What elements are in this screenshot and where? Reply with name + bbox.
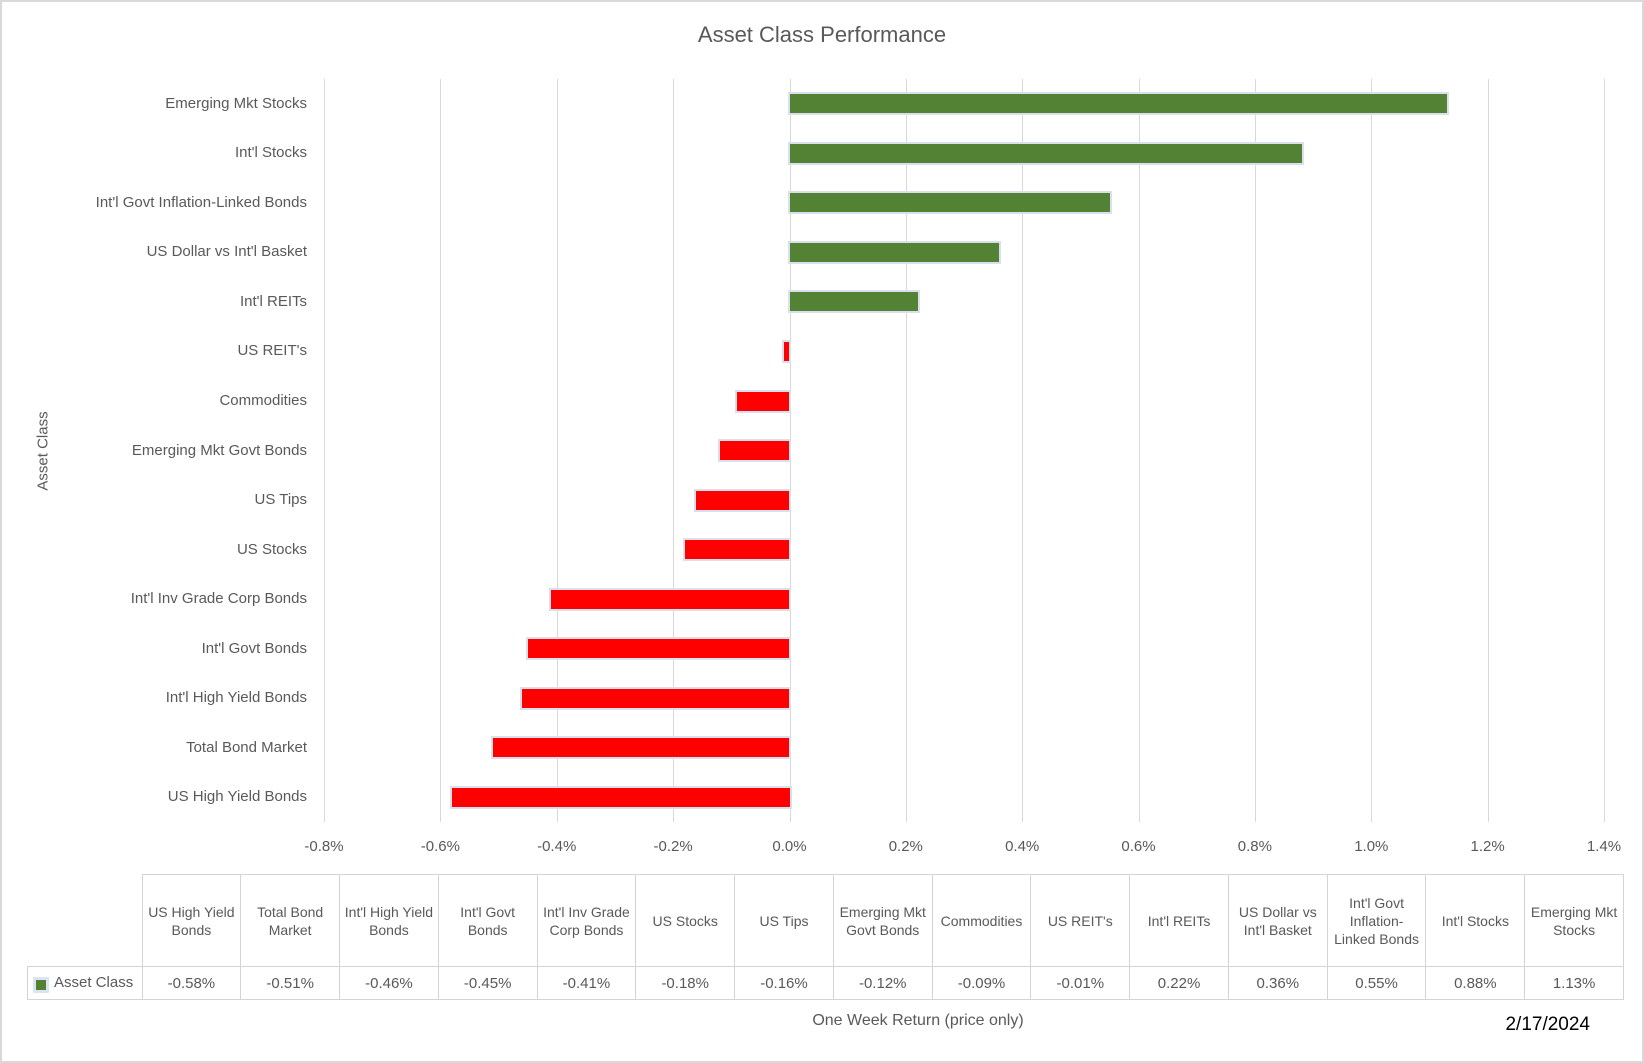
table-column-header-int-l-reits: Int'l REITs xyxy=(1129,874,1229,967)
x-axis-title: One Week Return (price only) xyxy=(812,1012,1024,1029)
category-label-us-reit-s: US REIT's xyxy=(237,342,307,360)
x-tick-label: 0.8% xyxy=(1237,838,1272,855)
bar-int-l-inv-grade-corp-bonds[interactable] xyxy=(550,589,790,609)
bar-us-dollar-vs-int-l-basket[interactable] xyxy=(789,242,999,262)
table-column-header-int-l-stocks: Int'l Stocks xyxy=(1425,874,1526,967)
table-value-commodities: -0.09% xyxy=(931,966,1032,1000)
bar-commodities[interactable] xyxy=(737,391,790,411)
category-label-us-high-yield-bonds: US High Yield Bonds xyxy=(167,788,307,806)
table-value-us-high-yield-bonds: -0.58% xyxy=(141,966,242,1000)
gridline xyxy=(324,79,325,822)
table-value-us-reit-s: -0.01% xyxy=(1030,966,1131,1000)
bar-int-l-high-yield-bonds[interactable] xyxy=(521,688,790,708)
gridline xyxy=(1487,79,1489,822)
table-value-us-dollar-vs-int-l-basket: 0.36% xyxy=(1227,966,1328,1000)
category-label-int-l-high-yield-bonds: Int'l High Yield Bonds xyxy=(165,689,307,707)
x-tick-label: 0.4% xyxy=(1005,838,1040,855)
x-tick-label: 0.6% xyxy=(1121,838,1156,855)
table-value-us-tips: -0.16% xyxy=(734,966,834,1000)
table-column-header-int-l-govt-inflation-linked-bonds: Int'l Govt Inflation-Linked Bonds xyxy=(1326,874,1427,967)
green-square-icon xyxy=(36,979,46,990)
gridline xyxy=(673,79,675,822)
gridline xyxy=(556,79,558,822)
bar-int-l-govt-inflation-linked-bonds[interactable] xyxy=(789,193,1110,213)
table-value-int-l-reits: 0.22% xyxy=(1129,966,1229,1000)
category-label-commodities: Commodities xyxy=(219,392,307,409)
gridline xyxy=(905,79,907,822)
gridline xyxy=(1138,79,1140,822)
table-column-header-emerging-mkt-govt-bonds: Emerging Mkt Govt Bonds xyxy=(832,874,933,967)
category-label-us-tips: US Tips xyxy=(254,491,307,508)
table-column-header-int-l-inv-grade-corp-bonds: Int'l Inv Grade Corp Bonds xyxy=(536,874,637,967)
category-label-us-dollar-vs-int-l-basket: US Dollar vs Int'l Basket xyxy=(146,243,307,261)
category-label-total-bond-market: Total Bond Market xyxy=(186,738,307,756)
gridline xyxy=(440,79,442,822)
category-label-int-l-inv-grade-corp-bonds: Int'l Inv Grade Corp Bonds xyxy=(130,590,307,608)
table-value-us-stocks: -0.18% xyxy=(635,966,736,1000)
table-value-int-l-high-yield-bonds: -0.46% xyxy=(339,966,439,1000)
category-label-int-l-reits: Int'l REITs xyxy=(239,292,307,310)
table-column-header-total-bond-market: Total Bond Market xyxy=(240,874,341,967)
x-tick-label: -0.6% xyxy=(420,838,460,855)
table-column-header-emerging-mkt-stocks: Emerging Mkt Stocks xyxy=(1524,874,1624,967)
table-column-header-us-dollar-vs-int-l-basket: US Dollar vs Int'l Basket xyxy=(1227,874,1328,967)
table-value-total-bond-market: -0.51% xyxy=(240,966,341,1000)
series-marker-icon xyxy=(33,976,49,993)
table-value-emerging-mkt-govt-bonds: -0.12% xyxy=(832,966,933,1000)
gridline xyxy=(1371,79,1373,822)
x-tick-label: -0.2% xyxy=(653,838,693,855)
table-corner xyxy=(28,875,143,967)
category-label-emerging-mkt-stocks: Emerging Mkt Stocks xyxy=(165,94,307,112)
gridline xyxy=(1254,79,1256,822)
x-tick-label: 0.2% xyxy=(888,838,923,855)
bar-us-reit-s[interactable] xyxy=(783,341,790,361)
table-value-emerging-mkt-stocks: 1.13% xyxy=(1524,966,1624,1000)
table-column-header-us-reit-s: US REIT's xyxy=(1030,874,1131,967)
category-label-int-l-stocks: Int'l Stocks xyxy=(234,144,307,162)
table-value-int-l-govt-bonds: -0.45% xyxy=(437,966,538,1000)
table-value-int-l-stocks: 0.88% xyxy=(1425,966,1526,1000)
table-column-header-commodities: Commodities xyxy=(931,874,1032,967)
legend-cell: Asset Class xyxy=(27,966,143,1000)
category-label-us-stocks: US Stocks xyxy=(236,540,307,558)
x-tick-label: 1.2% xyxy=(1470,838,1505,855)
category-label-emerging-mkt-govt-bonds: Emerging Mkt Govt Bonds xyxy=(131,441,307,459)
table-column-header-us-high-yield-bonds: US High Yield Bonds xyxy=(141,874,242,967)
table-value-int-l-govt-inflation-linked-bonds: 0.55% xyxy=(1326,966,1427,1000)
table-column-header-us-tips: US Tips xyxy=(734,874,834,967)
x-tick-label: -0.4% xyxy=(537,838,577,855)
x-tick-label: 0.0% xyxy=(772,838,807,855)
bar-int-l-stocks[interactable] xyxy=(789,143,1302,163)
chart-title: Asset Class Performance xyxy=(697,22,947,47)
gridline xyxy=(1022,79,1024,822)
table-column-header-int-l-govt-bonds: Int'l Govt Bonds xyxy=(437,874,538,967)
table-value-int-l-inv-grade-corp-bonds: -0.41% xyxy=(536,966,637,1000)
bar-int-l-govt-bonds[interactable] xyxy=(527,639,790,659)
bar-us-high-yield-bonds[interactable] xyxy=(452,787,790,807)
legend-label: Asset Class xyxy=(54,973,134,991)
gridline xyxy=(789,79,791,822)
bar-total-bond-market[interactable] xyxy=(492,738,790,758)
table-column-header-us-stocks: US Stocks xyxy=(635,874,736,967)
bar-emerging-mkt-stocks[interactable] xyxy=(789,94,1447,114)
category-label-int-l-govt-inflation-linked-bonds: Int'l Govt Inflation-Linked Bonds xyxy=(95,193,307,211)
x-tick-label: 1.4% xyxy=(1586,838,1622,855)
bar-emerging-mkt-govt-bonds[interactable] xyxy=(719,441,790,460)
category-label-int-l-govt-bonds: Int'l Govt Bonds xyxy=(201,639,307,657)
bar-us-stocks[interactable] xyxy=(684,540,790,560)
bar-us-tips[interactable] xyxy=(696,490,790,510)
report-date: 2/17/2024 xyxy=(1505,1014,1590,1035)
x-tick-label: -0.8% xyxy=(304,838,344,855)
bar-int-l-reits[interactable] xyxy=(789,292,918,312)
x-tick-label: 1.0% xyxy=(1354,838,1389,855)
data-table: US High Yield Bonds Total Bond Market Int'… xyxy=(27,874,1624,1000)
gridline xyxy=(1604,79,1605,822)
table-column-header-int-l-high-yield-bonds: Int'l High Yield Bonds xyxy=(339,874,439,967)
